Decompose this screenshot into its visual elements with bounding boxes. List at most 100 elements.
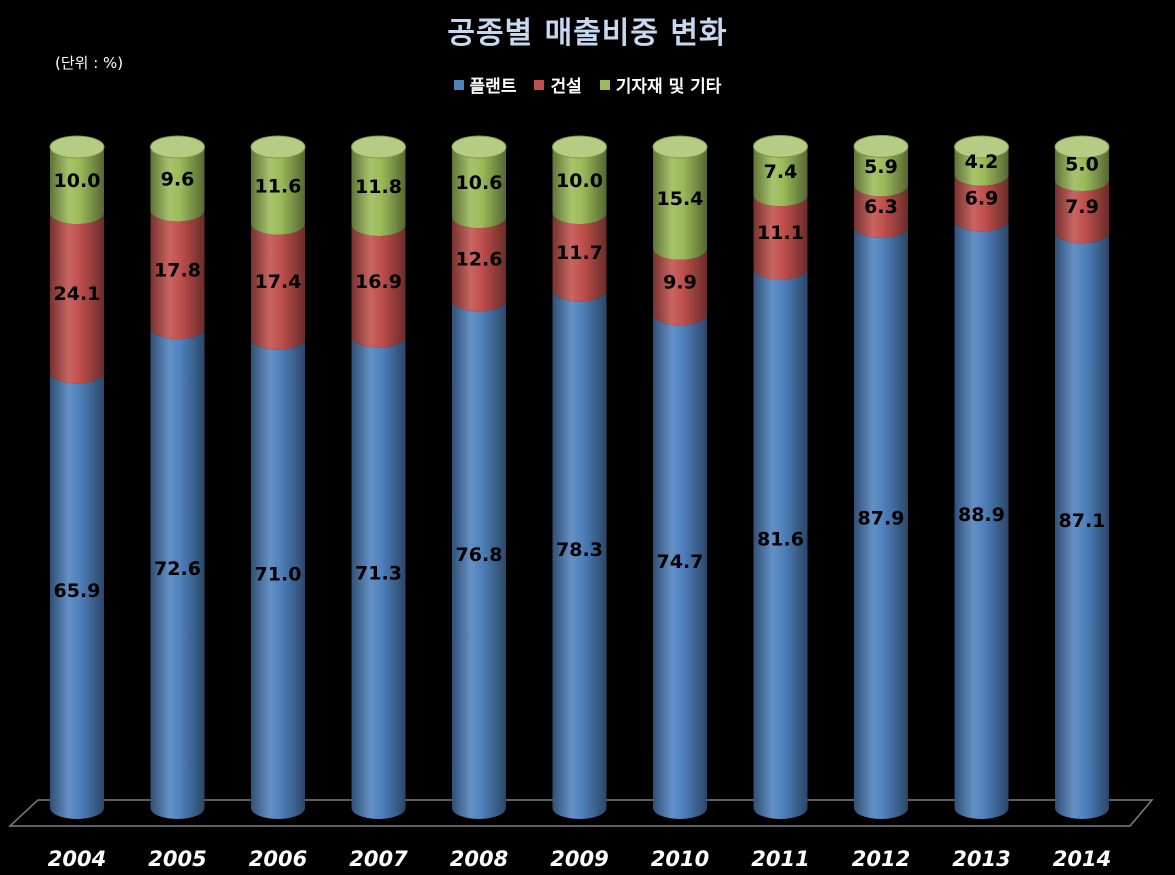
x-tick-label-2007: 2007 (349, 847, 408, 871)
data-label-construction-2009: 11.7 (556, 242, 603, 264)
data-label-plant-2008: 76.8 (456, 544, 503, 566)
bar-segment-construction-2012 (854, 185, 908, 238)
data-label-plant-2011: 81.6 (757, 528, 804, 550)
legend-item-plant: 플랜트 (453, 72, 517, 97)
bar-top-2008 (451, 135, 507, 159)
legend-label-equipment: 기자재 및 기타 (615, 77, 722, 97)
x-tick-label-2009: 2009 (550, 847, 608, 871)
legend-item-construction: 건설 (534, 72, 582, 97)
bar-segment-plant-2008 (452, 300, 506, 819)
bar-segment-equipment-2005 (150, 147, 205, 222)
data-label-equipment-2011: 7.4 (764, 161, 798, 183)
bar-segment-construction-2008 (452, 217, 506, 312)
data-label-plant-2014: 87.1 (1059, 510, 1106, 532)
bar-segment-construction-2005 (150, 210, 205, 340)
bar-top-2009 (552, 135, 607, 159)
data-label-construction-2011: 11.1 (757, 222, 804, 244)
data-label-construction-2014: 7.9 (1065, 196, 1099, 218)
bar-segment-plant-2013 (954, 220, 1009, 820)
x-tick-label-2008: 2008 (450, 847, 508, 871)
chart-title: 공종별 매출비중 변화 (447, 16, 728, 51)
bar-segment-equipment-2006 (251, 147, 305, 235)
bar-segment-construction-2004 (50, 213, 104, 384)
bar-top-2010 (652, 135, 708, 159)
x-tick-label-2006: 2006 (249, 847, 307, 871)
data-label-plant-2012: 87.9 (858, 507, 905, 529)
x-tick-label-2005: 2005 (148, 847, 206, 871)
bar-top-2006 (250, 135, 306, 159)
bar-segment-equipment-2010 (653, 147, 707, 260)
bar-segment-construction-2010 (653, 248, 707, 326)
data-label-construction-2012: 6.3 (864, 196, 898, 218)
bar-segment-equipment-2008 (452, 147, 506, 229)
legend-item-equipment: 기자재 및 기타 (599, 72, 722, 97)
bar-top-2007 (351, 135, 406, 159)
data-label-plant-2007: 71.3 (355, 562, 402, 584)
bar-segment-equipment-2011 (753, 146, 808, 207)
bar-top-2012 (853, 134, 909, 158)
data-label-construction-2004: 24.1 (54, 283, 101, 305)
bar-segment-plant-2009 (552, 290, 607, 819)
data-label-equipment-2007: 11.8 (355, 176, 402, 198)
data-label-equipment-2010: 15.4 (657, 188, 704, 210)
data-label-plant-2009: 78.3 (556, 539, 603, 561)
data-label-equipment-2009: 10.0 (556, 170, 603, 192)
data-label-equipment-2012: 5.9 (864, 156, 898, 178)
bar-segment-plant-2014 (1055, 232, 1109, 820)
bar-segment-construction-2009 (552, 213, 607, 302)
legend-label-plant: 플랜트 (469, 77, 517, 97)
data-label-plant-2005: 72.6 (154, 558, 201, 580)
data-label-equipment-2014: 5.0 (1065, 154, 1099, 176)
data-label-plant-2013: 88.9 (958, 504, 1005, 526)
chart-floor (8, 799, 1154, 827)
bar-segment-equipment-2012 (854, 146, 908, 197)
data-label-plant-2006: 71.0 (255, 563, 302, 585)
bar-segment-construction-2011 (753, 195, 808, 280)
x-tick-label-2012: 2012 (852, 847, 910, 871)
bar-segment-equipment-2007 (351, 147, 406, 236)
legend: 플랜트 건설 기자재 및 기타 (0, 72, 1175, 97)
bar-segment-plant-2006 (251, 338, 305, 819)
bar-top-2004 (49, 135, 105, 159)
bar-segment-equipment-2014 (1055, 147, 1109, 192)
data-label-equipment-2005: 9.6 (161, 169, 195, 191)
x-tick-label-2014: 2014 (1053, 847, 1111, 871)
bar-segment-plant-2010 (653, 314, 707, 819)
x-tick-label-2004: 2004 (48, 847, 106, 871)
bar-top-2005 (150, 135, 205, 159)
bar-segment-plant-2005 (150, 328, 205, 819)
legend-swatch-construction (534, 79, 545, 90)
data-label-construction-2006: 17.4 (255, 271, 302, 293)
bar-segment-plant-2011 (753, 268, 808, 819)
bar-segment-equipment-2009 (552, 147, 607, 225)
x-tick-label-2013: 2013 (952, 847, 1010, 871)
data-label-construction-2005: 17.8 (154, 259, 201, 281)
data-label-equipment-2006: 11.6 (255, 175, 302, 197)
data-label-equipment-2008: 10.6 (456, 172, 503, 194)
data-label-plant-2004: 65.9 (54, 580, 101, 602)
x-tick-label-2011: 2011 (751, 847, 809, 871)
data-label-equipment-2004: 10.0 (54, 170, 101, 192)
bar-top-2011 (753, 134, 808, 158)
data-label-construction-2007: 16.9 (355, 271, 402, 293)
bar-segment-plant-2007 (351, 336, 406, 819)
bar-segment-construction-2006 (251, 223, 305, 350)
bar-segment-construction-2014 (1055, 180, 1109, 244)
bar-segment-equipment-2004 (50, 147, 104, 225)
legend-swatch-plant (453, 79, 464, 90)
bar-segment-plant-2012 (854, 226, 908, 819)
bar-segment-construction-2013 (954, 174, 1009, 232)
data-label-equipment-2013: 4.2 (965, 151, 999, 173)
bar-top-2013 (954, 135, 1009, 159)
unit-note: (단위 : %) (55, 54, 124, 72)
data-label-plant-2010: 74.7 (657, 551, 704, 573)
data-label-construction-2013: 6.9 (965, 188, 999, 210)
x-tick-label-2010: 2010 (651, 847, 709, 871)
bar-top-2014 (1054, 135, 1110, 159)
legend-label-construction: 건설 (550, 77, 582, 97)
data-label-construction-2008: 12.6 (456, 249, 503, 271)
data-label-construction-2010: 9.9 (663, 272, 697, 294)
legend-swatch-equipment (599, 79, 610, 90)
bar-segment-plant-2004 (50, 372, 104, 819)
